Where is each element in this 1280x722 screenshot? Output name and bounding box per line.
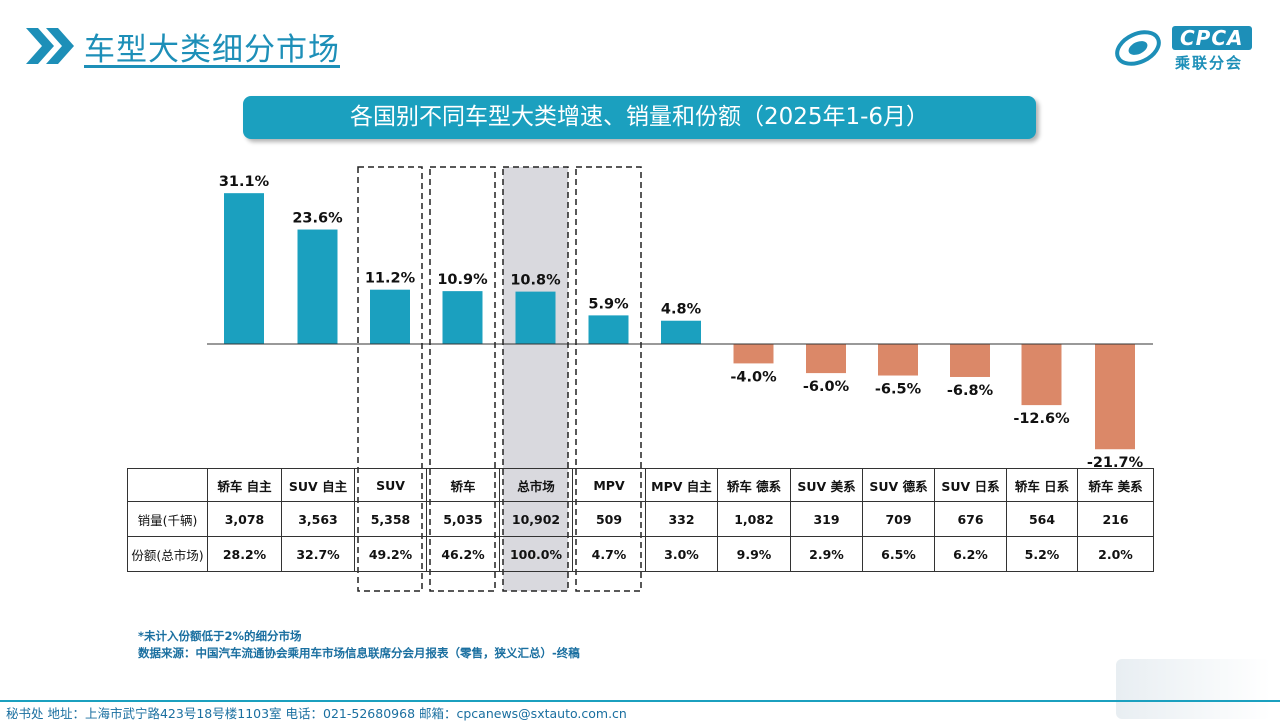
data-label: 11.2% (365, 271, 416, 287)
highlight-box (502, 166, 569, 592)
bar (806, 344, 846, 374)
bar (588, 315, 629, 344)
table-cell: 100.0% (499, 536, 573, 572)
footer-decoration (1116, 659, 1271, 719)
bar (1095, 344, 1135, 450)
data-label: -6.0% (803, 379, 850, 395)
bar (1021, 344, 1062, 406)
footnote-line-1: *未计入份额低于2%的细分市场 (138, 629, 302, 643)
table-header-cell: 轿车 自主 (207, 468, 282, 502)
chart-title: 各国别不同车型大类增速、销量和份额（2025年1-6月） (243, 96, 1036, 139)
data-label: 23.6% (292, 211, 343, 227)
data-label: 31.1% (219, 174, 270, 190)
table-cell: 564 (1006, 501, 1078, 537)
table-corner (127, 468, 208, 502)
data-label: -12.6% (1013, 411, 1070, 427)
bar (661, 320, 701, 344)
table-row-sales: 销量(千辆) 3,078 3,563 5,358 5,035 10,902 509 332 1,… (127, 501, 1154, 537)
table-cell: 509 (572, 501, 646, 537)
bar (370, 289, 410, 344)
highlight-box (357, 166, 423, 592)
bar (950, 344, 990, 377)
cpca-logo-icon (1115, 30, 1161, 66)
table-header-cell: SUV (354, 468, 427, 502)
bar (442, 291, 483, 344)
table-cell: 2.9% (790, 536, 863, 572)
table-header-cell: 轿车 日系 (1006, 468, 1078, 502)
table-header-cell: SUV 美系 (790, 468, 863, 502)
table-cell: 216 (1077, 501, 1154, 537)
header: 车型大类细分市场 CPCA 乘联分会 (0, 0, 1280, 80)
bar (878, 344, 918, 376)
table-header-cell: 轿车 美系 (1077, 468, 1154, 502)
bar (733, 344, 774, 364)
logo-subtitle: 乘联分会 (1175, 54, 1244, 72)
table-header-cell: SUV 自主 (281, 468, 355, 502)
bar (515, 291, 556, 344)
table-header-cell: 轿车 德系 (717, 468, 791, 502)
table-header-cell: 总市场 (499, 468, 573, 502)
table-cell: 2.0% (1077, 536, 1154, 572)
page-title: 车型大类细分市场 (84, 32, 340, 68)
table-header-cell: MPV (572, 468, 646, 502)
bar (297, 229, 338, 344)
data-label: 10.9% (437, 272, 488, 288)
highlight-box (575, 166, 642, 592)
footnote: *未计入份额低于2%的细分市场 数据来源：中国汽车流通协会乘用车市场信息联席分会… (138, 628, 580, 662)
table-cell: 9.9% (717, 536, 791, 572)
table-header-cell: SUV 日系 (934, 468, 1007, 502)
table-header-row: 轿车 自主 SUV 自主 SUV 轿车 总市场 MPV MPV 自主 轿车 德系 SUV 美系 S… (127, 468, 1154, 502)
table-header-cell: 轿车 (426, 468, 500, 502)
data-label: -6.8% (947, 383, 994, 399)
table-cell: 3,078 (207, 501, 282, 537)
data-table: 轿车 自主 SUV 自主 SUV 轿车 总市场 MPV MPV 自主 轿车 德系 SUV 美系 S… (127, 468, 1154, 572)
data-label: -6.5% (875, 382, 922, 398)
highlight-box (429, 166, 496, 592)
table-cell: 332 (645, 501, 718, 537)
table-header-cell: SUV 德系 (862, 468, 935, 502)
table-cell: 5,035 (426, 501, 500, 537)
data-label: 10.8% (510, 273, 561, 289)
footer-text: 秘书处 地址：上海市武宁路423号18号楼1103室 电话：021-526809… (6, 706, 627, 721)
bar (224, 193, 264, 344)
table-row-share: 份额(总市场) 28.2% 32.7% 49.2% 46.2% 100.0% 4.7% 3.0… (127, 536, 1154, 572)
table-cell: 3,563 (281, 501, 355, 537)
table-cell: 49.2% (354, 536, 427, 572)
data-label: 5.9% (588, 296, 629, 312)
table-cell: 28.2% (207, 536, 282, 572)
footer-divider (0, 700, 1280, 702)
table-cell: 709 (862, 501, 935, 537)
table-row-label: 份额(总市场) (127, 536, 208, 572)
table-header-cell: MPV 自主 (645, 468, 718, 502)
table-row-label: 销量(千辆) (127, 501, 208, 537)
table-cell: 3.0% (645, 536, 718, 572)
table-cell: 32.7% (281, 536, 355, 572)
table-cell: 5.2% (1006, 536, 1078, 572)
footnote-line-2: 数据来源：中国汽车流通协会乘用车市场信息联席分会月报表（零售，狭义汇总）-终稿 (138, 646, 580, 660)
table-cell: 4.7% (572, 536, 646, 572)
table-cell: 6.5% (862, 536, 935, 572)
table-cell: 6.2% (934, 536, 1007, 572)
table-cell: 676 (934, 501, 1007, 537)
table-cell: 5,358 (354, 501, 427, 537)
chevron-right-icon (26, 28, 74, 64)
data-label: -4.0% (730, 369, 777, 385)
table-cell: 10,902 (499, 501, 573, 537)
logo-text: CPCA (1172, 26, 1252, 50)
data-label: 4.8% (661, 302, 702, 318)
table-cell: 1,082 (717, 501, 791, 537)
table-cell: 46.2% (426, 536, 500, 572)
data-label: -21.7% (1087, 455, 1144, 471)
table-cell: 319 (790, 501, 863, 537)
